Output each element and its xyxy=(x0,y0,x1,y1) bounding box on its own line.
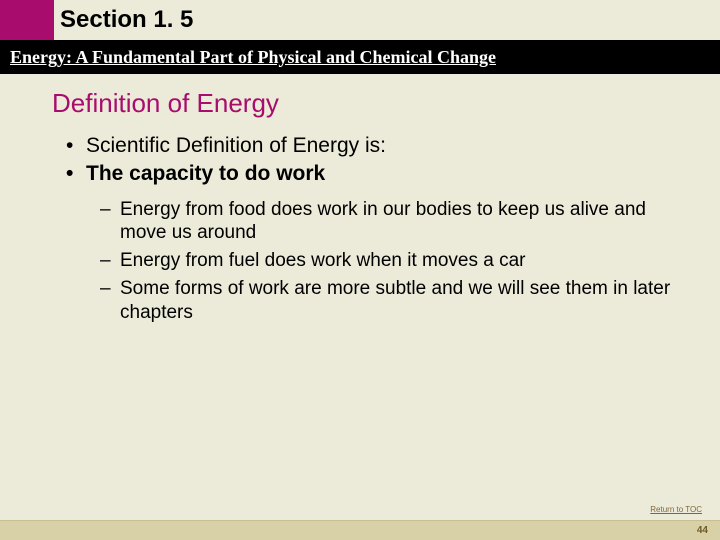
sub-bullet-item: Energy from food does work in our bodies… xyxy=(100,198,690,246)
slide-title: Definition of Energy xyxy=(52,88,690,119)
sub-bullet-text: Energy from fuel does work when it moves… xyxy=(120,250,526,271)
bullet-item: Scientific Definition of Energy is: xyxy=(66,133,690,159)
main-bullets: Scientific Definition of Energy is: The … xyxy=(52,133,690,188)
section-label: Section 1. 5 xyxy=(54,0,720,40)
sub-bullet-text: Some forms of work are more subtle and w… xyxy=(120,278,670,323)
slide-content: Definition of Energy Scientific Definiti… xyxy=(0,74,720,324)
sub-bullets: Energy from food does work in our bodies… xyxy=(52,198,690,325)
subtitle-bar: Energy: A Fundamental Part of Physical a… xyxy=(0,40,720,74)
bullet-item: The capacity to do work xyxy=(66,161,690,187)
accent-box xyxy=(0,0,54,40)
sub-bullet-item: Energy from fuel does work when it moves… xyxy=(100,249,690,273)
subtitle-text: Energy: A Fundamental Part of Physical a… xyxy=(10,47,496,68)
header-row: Section 1. 5 xyxy=(0,0,720,40)
sub-bullet-text: Energy from food does work in our bodies… xyxy=(120,199,646,244)
footer-bar: 44 xyxy=(0,520,720,540)
return-toc-link[interactable]: Return to TOC xyxy=(650,505,702,514)
page-number: 44 xyxy=(697,525,708,536)
bullet-text: Scientific Definition of Energy is: xyxy=(86,134,386,157)
sub-bullet-item: Some forms of work are more subtle and w… xyxy=(100,277,690,325)
bullet-text: The capacity to do work xyxy=(86,162,325,185)
